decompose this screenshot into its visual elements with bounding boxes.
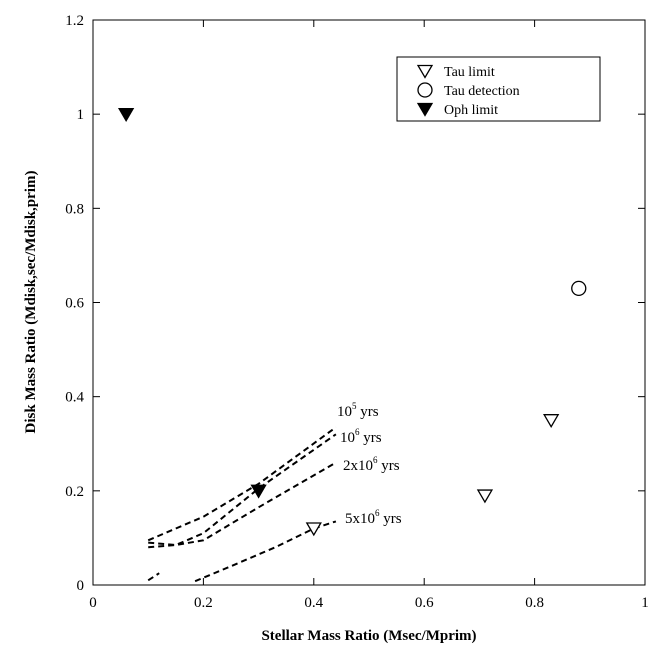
legend-label: Tau limit <box>444 65 495 80</box>
x-tick-label: 0 <box>89 595 97 611</box>
y-tick-label: 1 <box>77 107 85 123</box>
data-point <box>476 489 494 504</box>
y-tick-label: 0 <box>77 578 85 594</box>
x-tick-label: 0.4 <box>304 595 323 611</box>
y-axis-title: Disk Mass Ratio (Mdisk,sec/Mdisk,prim) <box>23 171 39 434</box>
axis-ticks: 0 0.2 0.4 0.6 0.8 1 0 0.2 0.4 0.6 0.8 1 1.2 <box>65 13 649 611</box>
data-point <box>250 484 267 499</box>
legend: Tau limit Tau detection Oph limit <box>396 56 601 122</box>
legend-marker <box>416 102 434 117</box>
data-point <box>543 414 560 428</box>
x-tick-label: 0.6 <box>415 595 434 611</box>
y-tick-label: 0.4 <box>65 390 84 406</box>
legend-marker <box>417 82 433 98</box>
legend-label: Oph limit <box>444 103 498 118</box>
data-points <box>117 108 587 537</box>
legend-label: Tau detection <box>444 84 520 99</box>
x-tick-label: 0.8 <box>525 595 544 611</box>
curve-label: 5x106 yrs <box>345 508 402 527</box>
y-tick-label: 0.8 <box>65 201 84 217</box>
legend-marker <box>416 64 434 79</box>
model-curves <box>147 426 337 583</box>
y-tick-label: 0.6 <box>65 296 84 312</box>
model-curve <box>148 433 337 549</box>
y-tick-label: 0.2 <box>65 484 84 500</box>
curve-label: 2x106 yrs <box>343 455 400 474</box>
data-point <box>117 108 135 122</box>
curve-label: 106 yrs <box>340 427 382 446</box>
data-point <box>305 522 322 537</box>
x-tick-label: 1 <box>641 595 649 611</box>
model-curve <box>148 461 337 547</box>
x-tick-label: 0.2 <box>194 595 213 611</box>
y-tick-label: 1.2 <box>65 13 84 29</box>
model-curve <box>147 572 160 582</box>
model-curve <box>147 426 337 542</box>
model-curve <box>194 520 337 583</box>
curve-label: 105 yrs <box>337 401 379 420</box>
x-axis-title: Stellar Mass Ratio (Msec/Mprim) <box>261 628 476 644</box>
data-point <box>571 280 587 297</box>
curve-labels: 105 yrs 106 yrs 2x106 yrs 5x106 yrs <box>337 401 402 527</box>
